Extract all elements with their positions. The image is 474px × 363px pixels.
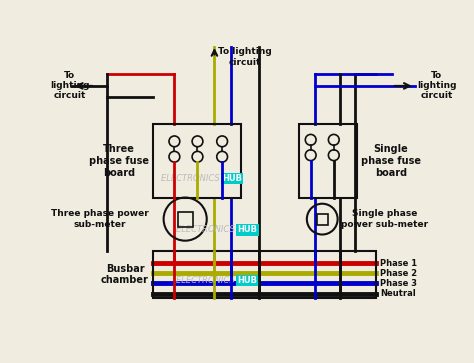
Text: HUB: HUB (237, 225, 257, 234)
Text: Busbar
chamber: Busbar chamber (101, 264, 149, 285)
Bar (153, 125, 241, 197)
Text: Single phase
power sub‑meter: Single phase power sub‑meter (341, 209, 428, 229)
Text: ELECTRONICS: ELECTRONICS (176, 225, 237, 234)
Bar (299, 125, 357, 197)
Text: ELECTRONICS: ELECTRONICS (176, 276, 237, 285)
Text: Phase 1: Phase 1 (380, 258, 417, 268)
Text: Single
phase fuse
board: Single phase fuse board (361, 144, 421, 178)
Text: HUB: HUB (237, 276, 257, 285)
Text: Phase 2: Phase 2 (380, 269, 417, 278)
Text: To
lighting
circuit: To lighting circuit (50, 70, 90, 100)
Bar (178, 212, 193, 227)
Text: To lighting
circuit: To lighting circuit (219, 48, 272, 67)
Text: Neutral: Neutral (380, 289, 416, 298)
Text: Three
phase fuse
board: Three phase fuse board (89, 144, 149, 178)
Bar (317, 214, 328, 224)
Bar (153, 252, 376, 298)
Text: Three phase power
sub‑meter: Three phase power sub‑meter (51, 209, 149, 229)
Text: ELECTRONICS: ELECTRONICS (161, 174, 222, 183)
Text: HUB: HUB (222, 174, 242, 183)
Text: Phase 3: Phase 3 (380, 278, 417, 287)
Text: To
lighting
circuit: To lighting circuit (417, 70, 456, 100)
